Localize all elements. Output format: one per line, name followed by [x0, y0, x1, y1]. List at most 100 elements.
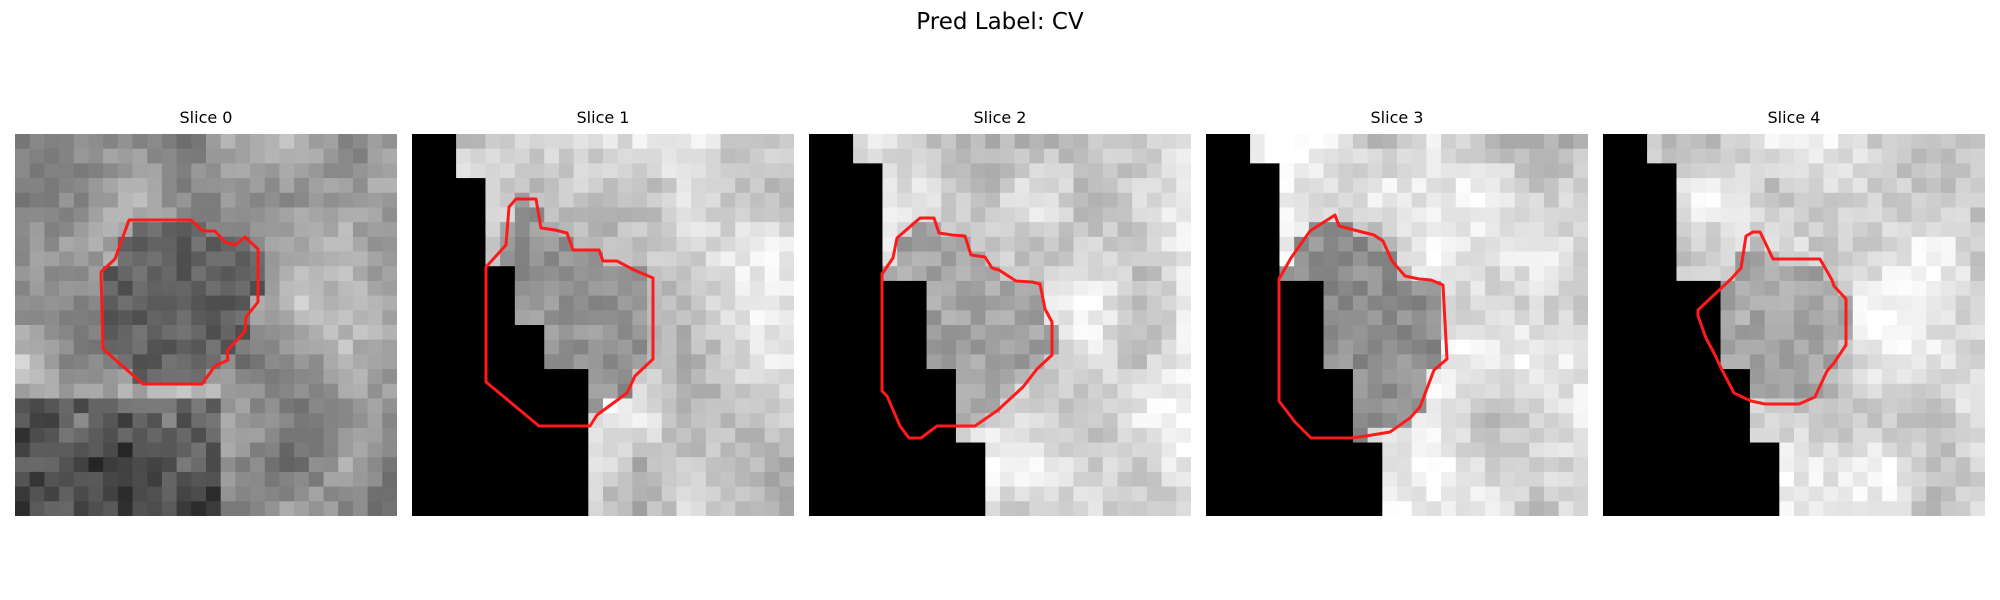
pixel	[1661, 134, 1678, 150]
slice-image-0	[15, 134, 397, 516]
pixel	[441, 354, 457, 370]
pixel	[15, 413, 31, 429]
pixel	[809, 192, 825, 209]
pixel	[882, 457, 898, 473]
pixel	[1294, 413, 1310, 429]
pixel	[941, 295, 957, 311]
pixel	[191, 354, 207, 370]
pixel	[1705, 398, 1722, 414]
pixel	[1603, 148, 1619, 164]
pixel	[279, 148, 295, 164]
pixel	[544, 442, 560, 458]
pixel	[897, 457, 913, 473]
pixel	[44, 236, 60, 253]
pixel	[1499, 427, 1516, 444]
pixel	[1896, 383, 1913, 400]
pixel	[617, 222, 633, 238]
pixel	[1000, 398, 1016, 414]
pixel	[1058, 148, 1075, 164]
pixel	[735, 251, 751, 267]
pixel	[617, 471, 633, 488]
pixel	[1264, 178, 1281, 194]
pixel	[441, 251, 457, 267]
pixel	[1940, 251, 1957, 267]
pixel	[1779, 369, 1795, 385]
pixel	[1823, 457, 1839, 473]
pixel	[544, 471, 560, 488]
pixel	[250, 310, 266, 326]
pixel	[1397, 457, 1413, 473]
pixel	[1058, 413, 1075, 429]
pixel	[1000, 310, 1016, 326]
pixel	[882, 163, 898, 179]
pixel	[1088, 251, 1104, 267]
pixel	[426, 383, 442, 400]
pixel	[823, 310, 839, 326]
pixel	[1676, 442, 1692, 458]
pixel	[558, 207, 575, 223]
pixel	[1176, 222, 1191, 238]
pixel	[206, 383, 222, 400]
pixel	[1882, 295, 1898, 311]
pixel	[676, 501, 692, 516]
pixel	[705, 134, 722, 150]
pixel	[1749, 413, 1766, 429]
pixel	[1117, 471, 1133, 488]
pixel	[941, 442, 957, 458]
pixel	[220, 354, 236, 370]
pixel	[1455, 427, 1472, 444]
pixel	[103, 442, 119, 458]
pixel	[1044, 501, 1060, 516]
pixel	[1000, 163, 1016, 179]
pixel	[1176, 192, 1191, 209]
pixel	[970, 310, 986, 326]
pixel	[338, 178, 354, 194]
pixel	[1470, 369, 1486, 385]
pixel	[132, 398, 148, 414]
pixel	[1206, 427, 1222, 444]
pixel	[573, 354, 589, 370]
pixel	[1808, 280, 1824, 297]
pixel	[941, 457, 957, 473]
pixel	[1132, 310, 1148, 326]
pixel	[1044, 383, 1060, 400]
pixel	[764, 310, 780, 326]
pixel	[367, 325, 383, 341]
pixel	[1499, 369, 1516, 385]
pixel	[44, 486, 60, 502]
pixel	[970, 236, 986, 253]
pixel	[44, 427, 60, 444]
pixel	[294, 207, 310, 223]
pixel	[779, 339, 794, 355]
pixel	[1867, 457, 1883, 473]
pixel	[1514, 471, 1530, 488]
pixel	[1088, 501, 1104, 516]
pixel	[1911, 369, 1927, 385]
pixel	[691, 148, 707, 164]
pixel	[73, 207, 90, 223]
pixel	[1882, 251, 1898, 267]
pixel	[1294, 280, 1310, 297]
pixel	[647, 178, 663, 194]
pixel	[735, 383, 751, 400]
pixel	[1044, 134, 1060, 150]
pixel	[838, 178, 854, 194]
pixel	[15, 148, 31, 164]
pixel	[661, 383, 678, 400]
pixel	[147, 354, 163, 370]
pixel	[867, 163, 884, 179]
slice-image-4	[1603, 134, 1985, 516]
pixel	[1808, 134, 1824, 150]
pixel	[1058, 369, 1075, 385]
pixel	[1470, 339, 1486, 355]
pixel	[1749, 310, 1766, 326]
pixel	[1647, 236, 1663, 253]
pixel	[647, 398, 663, 414]
pixel	[147, 266, 163, 282]
pixel	[926, 295, 942, 311]
pixel	[1294, 178, 1310, 194]
pixel	[1661, 413, 1678, 429]
pixel	[308, 295, 325, 311]
pixel	[823, 471, 839, 488]
pixel	[1705, 310, 1722, 326]
